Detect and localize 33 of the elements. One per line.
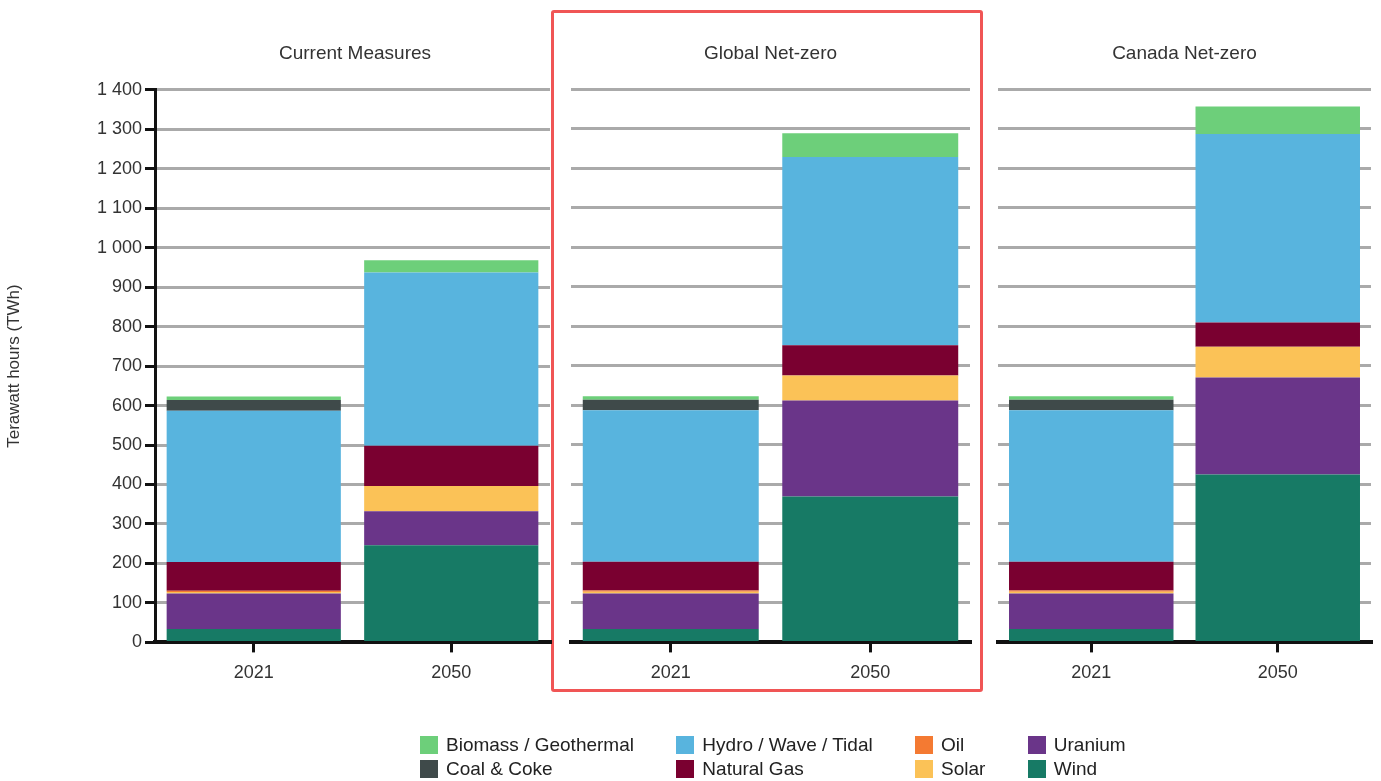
legend-label: Natural Gas — [702, 757, 804, 781]
y-tick-label: 1 400 — [96, 78, 142, 99]
legend-label: Oil — [941, 733, 965, 757]
x-tick-label: 2050 — [1257, 662, 1298, 683]
chart-title: Current Measures — [277, 42, 433, 64]
y-tick-label: 200 — [111, 552, 142, 573]
chart-title: Canada Net-zero — [1111, 42, 1258, 64]
y-tick-label: 1 200 — [96, 157, 142, 178]
y-tick-label: 400 — [111, 473, 142, 494]
x-tick-label: 2021 — [233, 662, 274, 683]
chart-title: Global Net-zero — [702, 42, 839, 64]
y-tick-label: 600 — [111, 394, 142, 415]
y-tick-label: 1 000 — [96, 236, 142, 257]
x-tick-label: 2050 — [431, 662, 472, 683]
legend-label: Uranium — [1053, 733, 1126, 757]
y-tick-label: 900 — [111, 276, 142, 297]
x-tick-label: 2050 — [850, 662, 891, 683]
legend-label: Biomass / Geothermal — [446, 733, 634, 757]
legend-label: Hydro / Wave / Tidal — [702, 733, 873, 757]
y-tick-label: 300 — [111, 512, 142, 533]
legend-label: Wind — [1053, 757, 1098, 781]
y-tick-label: 700 — [111, 355, 142, 376]
y-tick-label: 1 300 — [96, 118, 142, 139]
y-tick-label: 1 100 — [96, 197, 142, 218]
y-tick-label: 500 — [111, 434, 142, 455]
x-tick-label: 2021 — [650, 662, 691, 683]
y-axis-title: Terawatt hours (TWh) — [3, 284, 23, 448]
y-tick-label: 0 — [131, 631, 142, 652]
legend-label: Solar — [941, 757, 986, 781]
x-tick-label: 2021 — [1071, 662, 1112, 683]
y-tick-label: 800 — [111, 315, 142, 336]
legend-label: Coal & Coke — [446, 757, 553, 781]
y-tick-label: 100 — [111, 591, 142, 612]
